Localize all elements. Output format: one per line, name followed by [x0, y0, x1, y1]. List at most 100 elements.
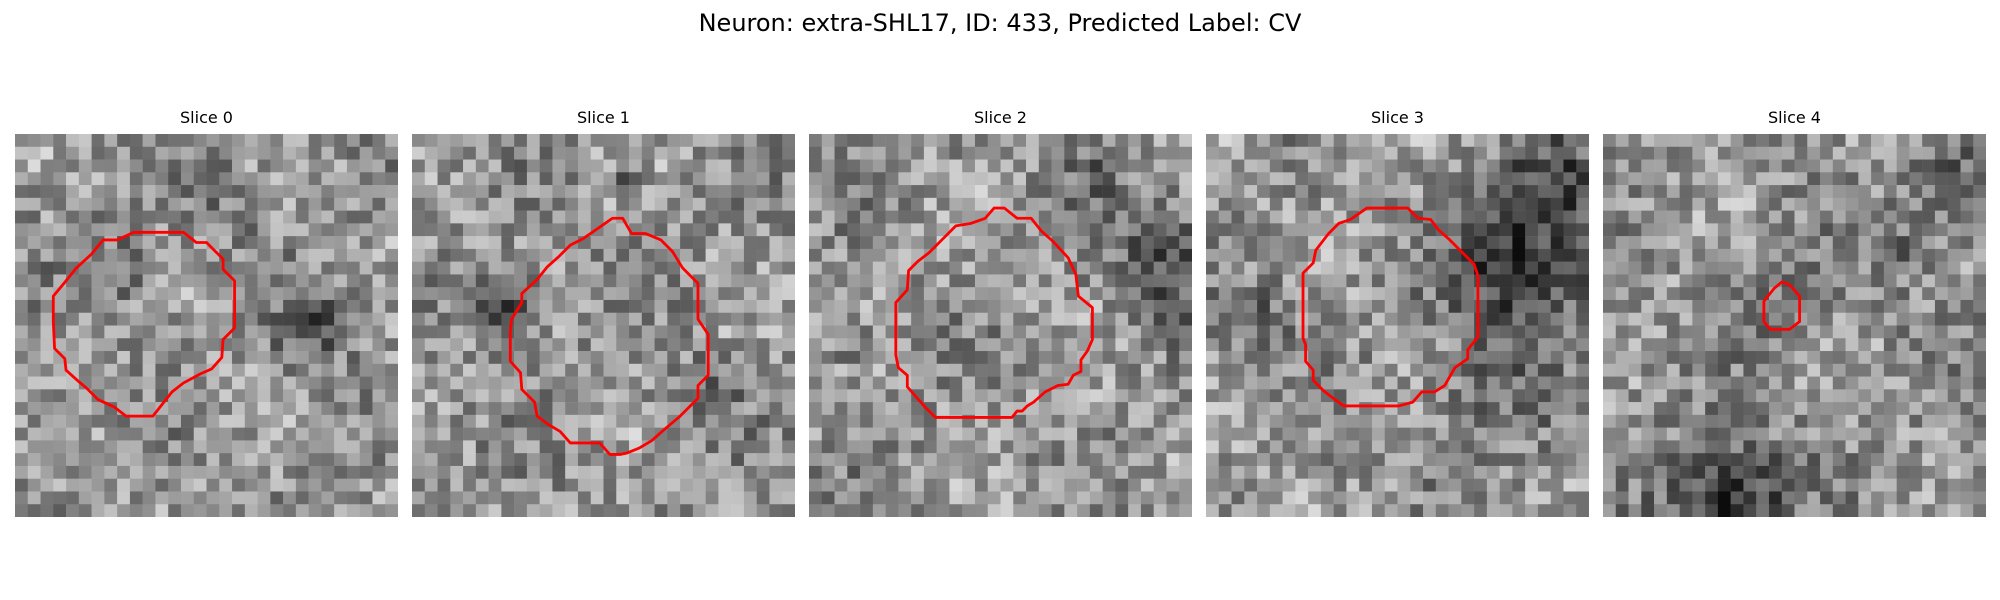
- em-pixel: [1781, 261, 1795, 275]
- em-pixel: [1384, 402, 1398, 416]
- em-pixel: [501, 389, 515, 403]
- em-pixel: [1410, 248, 1424, 262]
- em-pixel: [1102, 299, 1116, 313]
- em-pixel: [616, 261, 630, 275]
- em-pixel: [641, 146, 655, 160]
- em-pixel: [743, 299, 757, 313]
- em-pixel: [974, 478, 988, 492]
- em-pixel: [860, 363, 874, 377]
- em-pixel: [616, 312, 630, 326]
- em-pixel: [667, 312, 681, 326]
- em-pixel: [1654, 210, 1668, 224]
- em-pixel: [1743, 210, 1757, 224]
- slice-title: Slice 3: [1371, 108, 1424, 127]
- em-pixel: [1346, 440, 1360, 454]
- em-pixel: [295, 338, 309, 352]
- em-pixel: [1756, 223, 1770, 237]
- em-pixel: [1781, 312, 1795, 326]
- em-pixel: [782, 172, 795, 186]
- em-pixel: [372, 491, 386, 505]
- em-pixel: [117, 363, 131, 377]
- em-pixel: [629, 261, 643, 275]
- em-pixel: [885, 389, 899, 403]
- em-pixel: [552, 465, 566, 479]
- em-pixel: [1922, 325, 1936, 339]
- em-pixel: [565, 414, 579, 428]
- em-pixel: [257, 363, 271, 377]
- em-pixel: [565, 427, 579, 441]
- em-pixel: [1410, 197, 1424, 211]
- em-pixel: [1845, 440, 1859, 454]
- em-pixel: [1410, 478, 1424, 492]
- em-pixel: [66, 402, 80, 416]
- em-pixel: [603, 274, 617, 288]
- em-pixel: [590, 363, 604, 377]
- em-pixel: [1320, 287, 1334, 301]
- em-pixel: [1807, 491, 1821, 505]
- em-pixel: [270, 453, 284, 467]
- em-pixel: [539, 427, 553, 441]
- em-pixel: [1858, 363, 1872, 377]
- em-pixel: [1257, 325, 1271, 339]
- em-pixel: [860, 210, 874, 224]
- em-pixel: [104, 389, 118, 403]
- em-pixel: [1628, 248, 1642, 262]
- em-pixel: [206, 134, 220, 148]
- em-pixel: [1218, 478, 1232, 492]
- em-pixel: [1654, 453, 1668, 467]
- em-pixel: [1153, 172, 1167, 186]
- em-pixel: [1371, 491, 1385, 505]
- em-pixel: [232, 427, 246, 441]
- em-pixel: [847, 197, 861, 211]
- em-pixel: [1410, 351, 1424, 365]
- em-pixel: [1115, 287, 1129, 301]
- em-pixel: [1308, 274, 1322, 288]
- em-pixel: [514, 478, 528, 492]
- em-pixel: [1486, 414, 1500, 428]
- em-pixel: [718, 185, 732, 199]
- em-pixel: [565, 363, 579, 377]
- em-pixel: [1448, 248, 1462, 262]
- em-pixel: [1563, 427, 1577, 441]
- em-pixel: [962, 236, 976, 250]
- em-pixel: [1563, 236, 1577, 250]
- em-pixel: [78, 453, 92, 467]
- em-pixel: [1115, 491, 1129, 505]
- em-pixel: [1153, 504, 1167, 517]
- em-pixel: [949, 172, 963, 186]
- em-pixel: [1883, 351, 1897, 365]
- em-pixel: [1308, 325, 1322, 339]
- em-pixel: [911, 210, 925, 224]
- em-pixel: [232, 236, 246, 250]
- em-pixel: [1525, 134, 1539, 148]
- em-pixel: [603, 287, 617, 301]
- em-pixel: [769, 236, 783, 250]
- em-pixel: [680, 453, 694, 467]
- em-pixel: [78, 478, 92, 492]
- em-pixel: [1705, 236, 1719, 250]
- em-pixel: [1692, 185, 1706, 199]
- em-pixel: [1371, 210, 1385, 224]
- em-pixel: [270, 210, 284, 224]
- em-pixel: [475, 376, 489, 390]
- em-pixel: [1231, 325, 1245, 339]
- em-pixel: [1000, 338, 1014, 352]
- em-pixel: [782, 299, 795, 313]
- em-pixel: [1166, 363, 1180, 377]
- em-pixel: [117, 325, 131, 339]
- em-pixel: [1244, 236, 1258, 250]
- em-pixel: [1257, 172, 1271, 186]
- em-pixel: [692, 325, 706, 339]
- em-pixel: [782, 197, 795, 211]
- em-pixel: [1064, 236, 1078, 250]
- em-pixel: [372, 389, 386, 403]
- em-pixel: [117, 440, 131, 454]
- em-pixel: [1320, 402, 1334, 416]
- em-pixel: [987, 351, 1001, 365]
- em-pixel: [385, 351, 398, 365]
- em-pixel: [1371, 478, 1385, 492]
- em-pixel: [1679, 325, 1693, 339]
- em-pixel: [692, 299, 706, 313]
- em-pixel: [1486, 312, 1500, 326]
- em-pixel: [731, 197, 745, 211]
